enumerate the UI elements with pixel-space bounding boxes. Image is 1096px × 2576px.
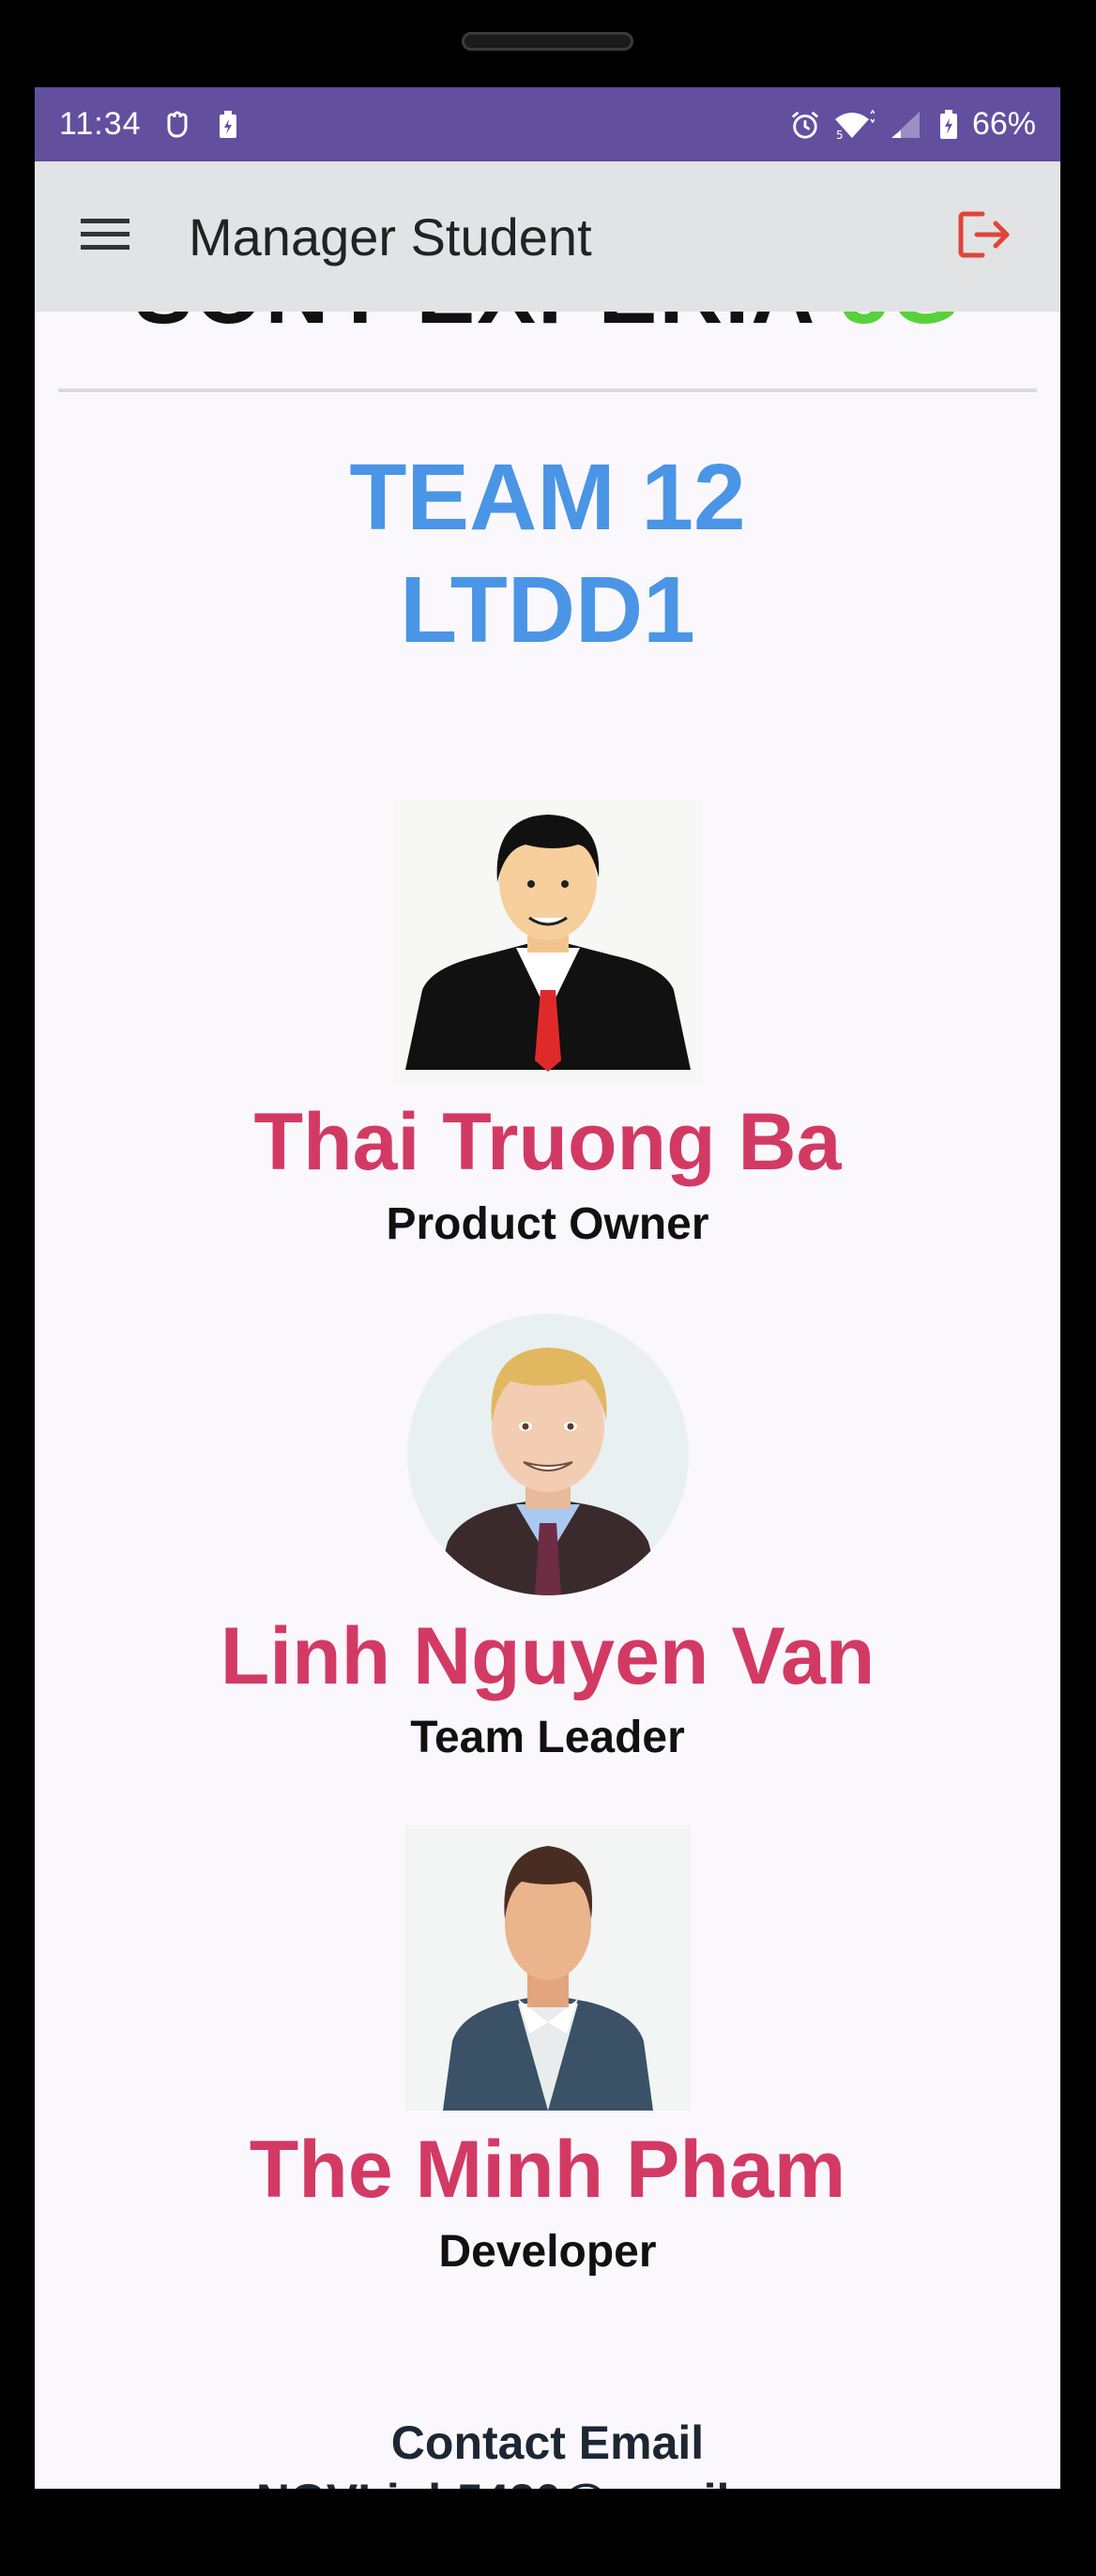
alarm-icon bbox=[790, 110, 820, 140]
logout-button[interactable] bbox=[948, 199, 1023, 274]
member-name: Thai Truong Ba bbox=[253, 1097, 842, 1187]
app-bar: Manager Student bbox=[35, 161, 1060, 312]
battery-saver-icon bbox=[213, 110, 243, 140]
logout-icon bbox=[958, 210, 1012, 264]
hamburger-menu-icon bbox=[81, 217, 129, 257]
battery-icon bbox=[938, 109, 959, 140]
avatar bbox=[393, 798, 702, 1083]
about-content[interactable]: SONY EXPERIA 5G TEAM 12 LTDD1 Thai Tr bbox=[35, 255, 1060, 2489]
app-title: Manager Student bbox=[189, 206, 592, 267]
member-role: Team Leader bbox=[410, 1713, 685, 1762]
team-title: TEAM 12 LTDD1 bbox=[35, 441, 1060, 666]
wifi-icon: 5 bbox=[833, 109, 875, 140]
avatar bbox=[404, 1825, 691, 2111]
phone-screen: 11:34 5 66% bbox=[35, 87, 1060, 2489]
contact-email[interactable]: NGVLinh5420@gmail.com bbox=[35, 2472, 1060, 2489]
avatar bbox=[404, 1312, 691, 1597]
cell-signal-icon bbox=[888, 110, 925, 140]
status-bar: 11:34 5 66% bbox=[35, 87, 1060, 161]
hand-icon bbox=[162, 110, 192, 140]
team-name: TEAM 12 bbox=[349, 445, 746, 550]
svg-text:5: 5 bbox=[836, 129, 844, 140]
member-name: The Minh Pham bbox=[249, 2125, 846, 2215]
divider bbox=[58, 389, 1037, 392]
contact-section: Contact Email NGVLinh5420@gmail.com bbox=[35, 2414, 1060, 2489]
member-role: Developer bbox=[438, 2227, 657, 2277]
member-name: Linh Nguyen Van bbox=[220, 1611, 875, 1701]
contact-label: Contact Email bbox=[390, 2416, 705, 2469]
status-time: 11:34 bbox=[59, 106, 142, 142]
battery-percent: 66% bbox=[971, 106, 1036, 142]
menu-button[interactable] bbox=[72, 204, 138, 269]
team-class: LTDD1 bbox=[400, 557, 695, 663]
member-role: Product Owner bbox=[386, 1199, 709, 1249]
phone-speaker bbox=[462, 32, 633, 51]
